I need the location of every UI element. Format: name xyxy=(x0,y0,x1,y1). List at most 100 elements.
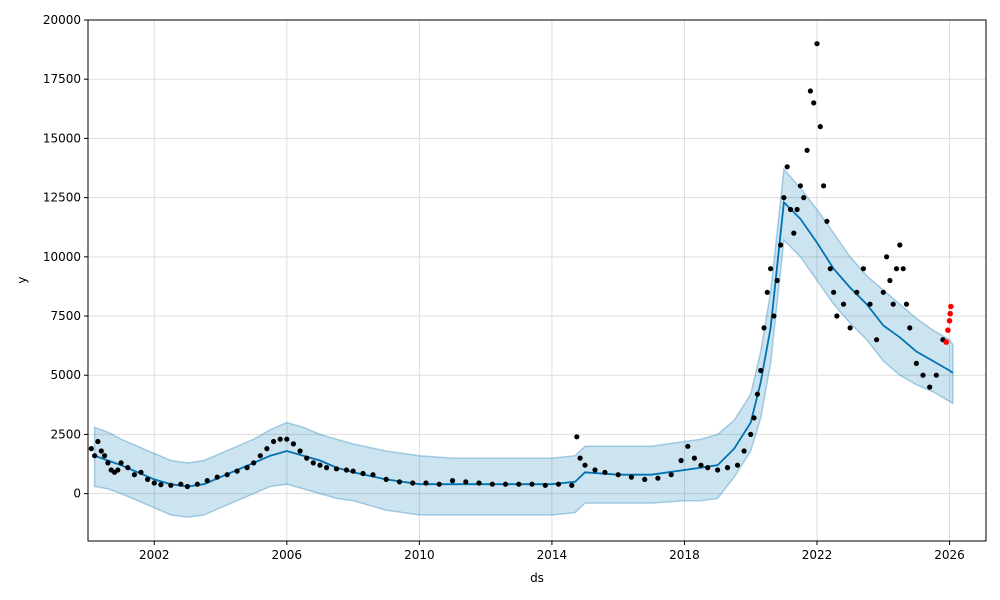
observed-point xyxy=(343,467,350,473)
observed-point xyxy=(781,195,787,201)
observed-point xyxy=(791,230,797,236)
observed-point xyxy=(655,475,661,481)
uncertainty-band-group xyxy=(93,167,954,519)
x-tick-label: 2022 xyxy=(802,548,833,562)
observed-point xyxy=(145,476,151,482)
observed-point xyxy=(224,472,230,478)
observed-points-group xyxy=(88,41,946,490)
observed-point xyxy=(102,453,108,459)
observed-point xyxy=(436,481,442,487)
observed-point xyxy=(821,183,827,189)
x-tick-label: 2006 xyxy=(272,548,303,562)
observed-point xyxy=(125,465,131,471)
recent-points-group xyxy=(943,303,954,345)
observed-point xyxy=(784,164,790,170)
observed-point xyxy=(811,100,817,106)
y-tick-label: 0 xyxy=(73,487,81,501)
observed-point xyxy=(724,465,731,471)
x-axis-title: ds xyxy=(530,571,544,585)
observed-point xyxy=(797,183,804,189)
y-tick-label: 7500 xyxy=(50,309,81,323)
observed-point xyxy=(592,467,598,473)
observed-point xyxy=(751,415,757,421)
observed-point xyxy=(502,481,509,487)
observed-point xyxy=(277,436,283,442)
observed-point xyxy=(705,465,711,471)
x-tick-label: 2002 xyxy=(139,548,170,562)
y-axis-ticks: 0 2500 5000 7500 10000 12500 15000 17500 20000 xyxy=(43,13,88,501)
observed-point xyxy=(927,384,933,390)
observed-point xyxy=(574,434,580,440)
observed-point xyxy=(284,436,290,442)
recent-point xyxy=(943,339,949,345)
observed-point xyxy=(423,480,429,486)
observed-point xyxy=(95,438,101,445)
observed-point xyxy=(834,313,840,319)
observed-point xyxy=(582,462,588,468)
observed-point xyxy=(748,431,754,437)
observed-point xyxy=(577,455,583,461)
observed-point xyxy=(529,481,535,487)
observed-point xyxy=(884,254,890,260)
observed-point xyxy=(151,480,157,486)
observed-point xyxy=(516,481,522,487)
observed-point xyxy=(214,474,220,480)
observed-point xyxy=(449,478,456,484)
observed-point xyxy=(874,337,880,343)
y-tick-label: 5000 xyxy=(50,368,81,382)
observed-point xyxy=(768,266,774,272)
observed-point xyxy=(867,301,873,307)
y-tick-label: 12500 xyxy=(43,191,81,205)
observed-point xyxy=(847,325,853,331)
observed-point xyxy=(131,472,137,478)
observed-point xyxy=(297,448,303,454)
observed-point xyxy=(903,301,910,307)
observed-point xyxy=(854,289,860,295)
y-tick-label: 10000 xyxy=(43,250,81,264)
observed-point xyxy=(105,460,111,466)
observed-point xyxy=(257,453,263,459)
observed-point xyxy=(555,481,562,487)
observed-point xyxy=(194,481,200,487)
observed-point xyxy=(333,466,340,472)
observed-point xyxy=(542,482,548,488)
observed-point xyxy=(897,242,903,248)
observed-point xyxy=(489,481,495,487)
observed-point xyxy=(628,474,635,480)
observed-point xyxy=(698,462,704,468)
observed-point xyxy=(271,438,277,445)
recent-point xyxy=(946,318,953,324)
observed-point xyxy=(88,446,94,452)
observed-point xyxy=(264,446,270,452)
forecast-line-group xyxy=(94,200,954,488)
observed-point xyxy=(890,301,896,307)
observed-point xyxy=(360,470,366,477)
observed-point xyxy=(824,218,830,224)
observed-point xyxy=(920,372,926,378)
observed-point xyxy=(310,460,316,466)
observed-point xyxy=(787,206,794,213)
recent-point xyxy=(947,310,953,317)
x-tick-label: 2010 xyxy=(404,548,435,562)
observed-point xyxy=(814,41,820,47)
observed-point xyxy=(244,465,250,471)
observed-point xyxy=(138,469,144,475)
recent-point xyxy=(945,327,951,334)
observed-point xyxy=(774,277,780,284)
y-tick-label: 15000 xyxy=(43,131,81,145)
observed-point xyxy=(860,266,867,272)
observed-point xyxy=(118,460,124,466)
observed-point xyxy=(807,88,814,94)
observed-point xyxy=(827,266,833,272)
recent-point xyxy=(948,303,954,310)
observed-point xyxy=(204,478,210,484)
observed-point xyxy=(794,206,800,213)
observed-point xyxy=(804,147,810,153)
observed-point xyxy=(602,469,608,475)
observed-point xyxy=(817,124,823,130)
observed-point xyxy=(290,441,296,447)
observed-point xyxy=(691,455,698,461)
observed-point xyxy=(642,476,648,482)
observed-point xyxy=(317,462,323,468)
